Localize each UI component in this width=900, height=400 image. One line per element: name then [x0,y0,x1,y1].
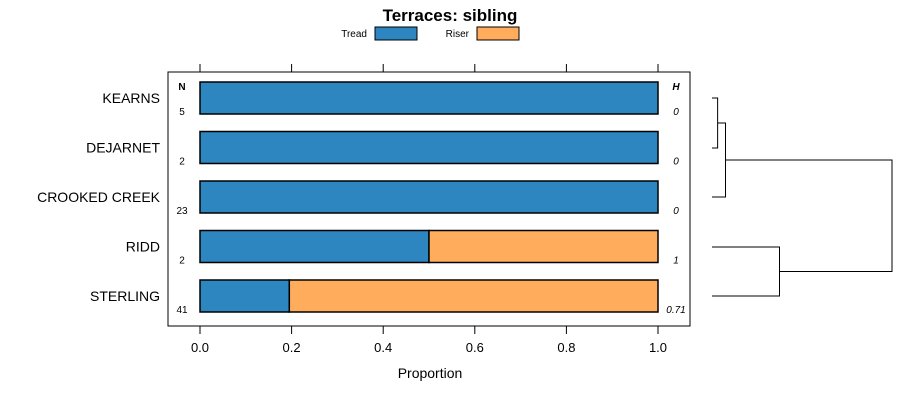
h-value: 0 [673,107,679,118]
n-value: 41 [176,305,188,316]
h-value: 0 [673,157,679,168]
x-tick-label: 0.8 [557,340,575,355]
row-annotations: KEARNS 5 0 DEJARNET 2 0 CROOKED CREEK 23 0 RIDD 2 1… [37,90,686,316]
category-label: KEARNS [102,90,160,106]
bar-segment-tread [199,81,659,115]
h-value: 1 [673,256,679,267]
x-tick-label: 0.6 [466,340,484,355]
category-label: CROOKED CREEK [37,189,161,205]
category-label: STERLING [90,288,160,304]
x-axis-label: Proportion [398,365,463,381]
bar-segment-riser [288,279,659,313]
legend-label-tread: Tread [341,29,367,40]
dendrogram-branch [712,122,726,198]
dendrogram-branch [712,97,719,149]
n-column-header: N [178,82,185,93]
x-tick-label: 0.0 [191,340,209,355]
n-value: 2 [179,256,185,267]
bar-segment-riser [428,229,659,264]
bar-segment-tread [199,279,291,313]
h-value: 0.71 [666,305,685,316]
n-value: 23 [176,206,188,217]
x-axis-ticks: 0.0 0.2 0.4 0.6 0.8 1.0 [191,64,667,355]
x-tick-label: 1.0 [649,340,667,355]
x-tick-label: 0.4 [374,340,392,355]
plot-frame [167,71,691,327]
h-value: 0 [673,206,679,217]
h-column-header: H [672,82,680,93]
bar-segment-tread [199,130,659,165]
legend-swatch-riser [476,26,520,41]
legend: Tread Riser [341,26,520,41]
legend-label-riser: Riser [446,29,470,40]
dendrogram [712,97,893,297]
n-value: 2 [179,157,185,168]
dendrogram-branch [725,159,893,272]
bars [199,81,659,313]
chart-title: Terraces: sibling [383,6,518,25]
category-label: RIDD [126,239,160,255]
bar-segment-tread [199,229,430,264]
dendrogram-branch [712,246,780,297]
category-label: DEJARNET [86,140,160,156]
bar-segment-tread [199,180,659,214]
x-tick-label: 0.2 [283,340,301,355]
n-value: 5 [179,107,185,118]
legend-swatch-tread [374,26,418,41]
